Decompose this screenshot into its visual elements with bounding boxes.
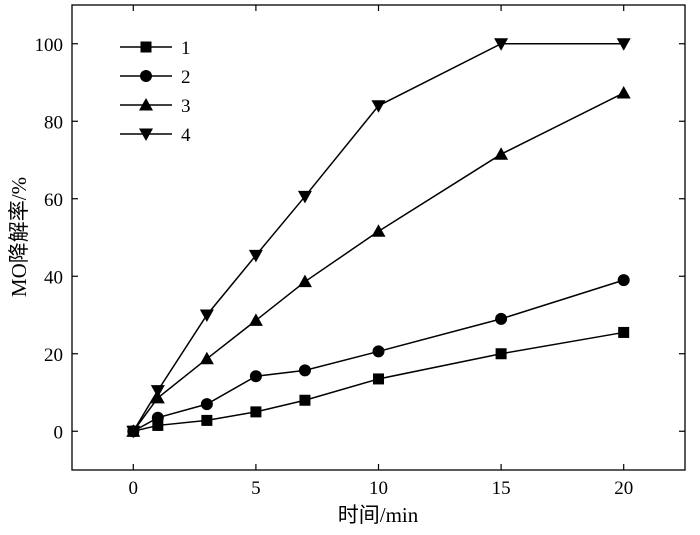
y-tick-label: 60 [44,190,63,211]
data-point-4 [494,38,509,51]
series-layer [126,38,631,439]
legend-item-2: 2 [120,67,191,88]
legend-marker [139,128,153,141]
data-point-4 [371,100,386,113]
series-line-2 [132,279,624,432]
data-point-4 [150,385,165,398]
data-point-2 [298,364,311,377]
legend-label: 2 [181,67,191,88]
data-point-3 [616,85,631,99]
legend-item-3: 3 [120,96,191,117]
y-tick-label: 80 [44,112,63,133]
series-3 [126,85,631,437]
data-point-4 [199,309,214,322]
data-point-1 [250,406,262,418]
ticks-layer: 0 5 10 15 20 0 20 40 60 80 100 [35,5,685,499]
data-point-1 [618,326,630,338]
legend-item-4: 4 [120,125,191,146]
y-tick-label: 20 [44,345,63,366]
data-point-4 [126,425,141,439]
data-point-4 [248,249,263,263]
data-point-1 [495,348,507,360]
data-point-4 [616,38,631,51]
legend-marker [140,70,152,82]
data-point-2 [495,312,508,325]
series-line-4 [132,43,624,432]
x-tick-label: 0 [129,478,139,499]
series-2 [127,274,630,438]
data-point-2 [372,345,385,358]
data-point-1 [373,373,384,385]
x-tick-label: 20 [614,478,633,499]
data-point-1 [299,394,311,406]
y-tick-label: 100 [35,35,64,56]
data-point-2 [617,274,630,287]
data-point-1 [152,419,164,431]
x-tick-label: 10 [369,478,388,499]
legend-label: 4 [181,125,191,146]
plot-frame [71,4,686,471]
series-line-3 [132,92,625,432]
data-point-4 [297,190,312,204]
data-point-3 [248,313,263,326]
series-4 [126,38,631,439]
data-point-2 [151,411,164,424]
legend-label: 1 [181,38,191,59]
data-point-3 [297,274,312,288]
y-tick-label: 0 [54,422,64,443]
y-axis-title: MO降解率/% [7,177,31,297]
data-point-3 [494,147,509,160]
legend: 1 2 3 4 [120,38,191,146]
legend-label: 3 [181,96,191,117]
x-axis-title: 时间/min [338,503,419,527]
legend-item-1: 1 [120,38,191,59]
data-point-1 [201,414,213,426]
data-point-3 [371,224,386,237]
x-tick-label: 15 [492,478,511,499]
data-point-3 [199,351,214,365]
x-tick-label: 5 [251,478,261,499]
data-point-2 [200,398,213,411]
data-point-2 [249,370,262,383]
legend-marker [140,41,152,53]
series-line-1 [133,331,624,432]
series-1 [127,326,630,437]
y-tick-label: 40 [44,267,63,288]
legend-marker [139,98,153,111]
